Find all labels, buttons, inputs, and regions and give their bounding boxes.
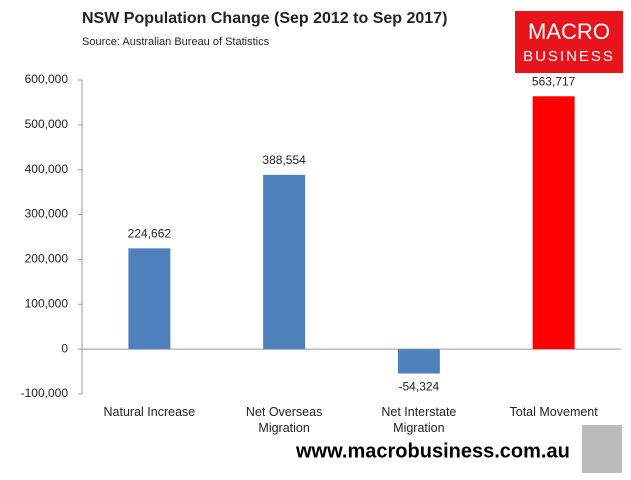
y-tick-label: 500,000 — [25, 117, 69, 131]
logo — [515, 11, 623, 73]
y-tick-label: 400,000 — [25, 162, 69, 176]
logo-text: MACRO — [528, 19, 610, 44]
footer: www.macrobusiness.com.au — [295, 440, 570, 462]
x-tick-label: Net Interstate Migration — [381, 405, 457, 435]
data-label: -54,324 — [399, 380, 440, 394]
chart-subtitle: Source: Australian Bureau of Statistics — [82, 36, 270, 48]
x-tick-label: Natural Increase — [103, 405, 196, 419]
data-label: 224,662 — [128, 227, 172, 241]
bar — [532, 96, 575, 350]
x-tick-label: Net Overseas Migration — [245, 405, 323, 435]
wolf-icon — [582, 425, 622, 473]
chart-title: NSW Population Change (Sep 2012 to Sep 2… — [82, 10, 447, 27]
bar — [263, 174, 306, 350]
y-tick-label: 0 — [61, 341, 68, 355]
logo-text: BUSINESS — [523, 48, 615, 65]
y-tick-label: -100,000 — [21, 386, 69, 400]
y-tick-label: 100,000 — [25, 296, 69, 310]
data-label: 563,717 — [532, 74, 576, 88]
y-tick-label: 600,000 — [25, 72, 69, 86]
x-tick-label: Total Movement — [509, 405, 598, 419]
y-tick-label: 200,000 — [25, 252, 69, 266]
y-tick-label: 300,000 — [25, 207, 69, 221]
bar — [128, 248, 171, 350]
bar — [397, 349, 440, 374]
data-label: 388,554 — [262, 153, 306, 167]
